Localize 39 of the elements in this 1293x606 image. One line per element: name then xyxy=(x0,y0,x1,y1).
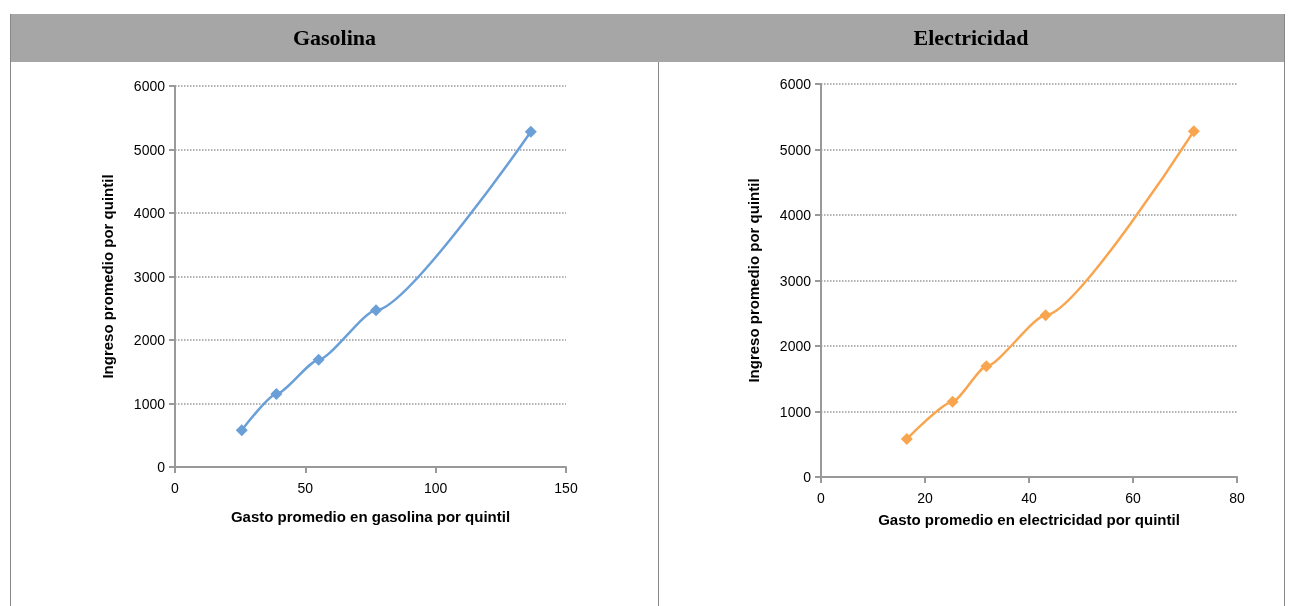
y-tick-label: 3000 xyxy=(779,272,812,289)
point xyxy=(900,433,913,446)
y-tick-label: 1000 xyxy=(133,395,166,412)
x-tick-label: 20 xyxy=(917,490,933,506)
point xyxy=(270,387,283,400)
y-tick-label: 5000 xyxy=(133,141,166,158)
point xyxy=(235,424,248,437)
y-tick-label: 3000 xyxy=(133,268,166,285)
point xyxy=(312,353,325,366)
point xyxy=(980,360,993,373)
point xyxy=(369,304,382,317)
x-tick-label: 150 xyxy=(554,480,578,496)
point xyxy=(1187,125,1200,138)
y-tick-label: 2000 xyxy=(133,332,166,348)
y-tick-label: 5000 xyxy=(779,141,812,158)
x-tick-label: 0 xyxy=(171,480,180,496)
x-axis-title: Gasto promedio en gasolina por quintil xyxy=(230,508,511,525)
x-tick-label: 60 xyxy=(1125,490,1141,506)
y-tick-label: 4000 xyxy=(133,205,166,221)
x-tick-label: 50 xyxy=(297,480,314,496)
x-tick-label: 100 xyxy=(423,480,448,496)
x-tick-label: 40 xyxy=(1021,490,1037,506)
y-tick-label: 6000 xyxy=(779,76,812,92)
y-tick-label: 1000 xyxy=(779,403,812,420)
y-tick-label: 0 xyxy=(803,469,812,485)
y-axis-title: Ingreso promedio por quintil xyxy=(99,174,116,379)
point xyxy=(946,395,959,408)
chart-title: Gasolina xyxy=(11,14,658,62)
y-axis-title: Ingreso promedio por quintil xyxy=(745,178,762,383)
y-tick-label: 4000 xyxy=(779,207,812,223)
point xyxy=(1039,309,1052,322)
chart-title: Electricidad xyxy=(658,14,1284,62)
x-tick-label: 0 xyxy=(817,490,826,506)
x-axis-title: Gasto promedio en electricidad por quintil xyxy=(878,511,1180,528)
y-tick-label: 2000 xyxy=(779,338,812,354)
x-tick-label: 80 xyxy=(1229,490,1245,506)
y-tick-label: 0 xyxy=(157,459,166,475)
y-tick-label: 6000 xyxy=(133,78,166,94)
point xyxy=(524,125,537,138)
